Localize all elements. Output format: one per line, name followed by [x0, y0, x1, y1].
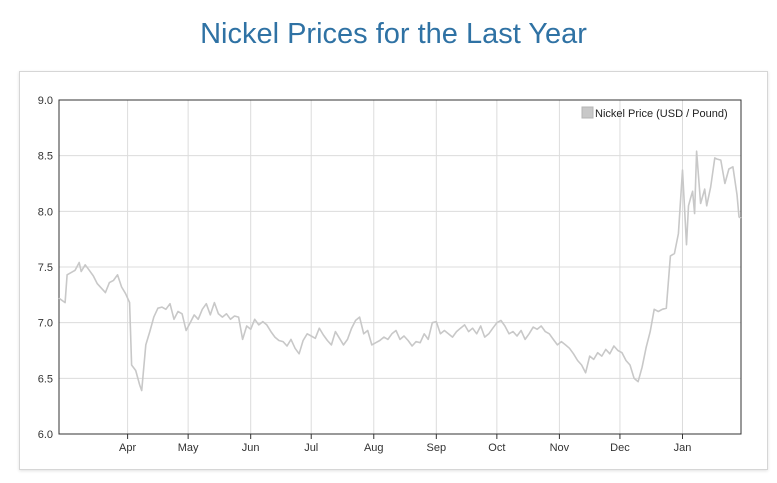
x-tick-label: Jun [242, 442, 260, 454]
legend: Nickel Price (USD / Pound) [581, 106, 728, 120]
plot-frame [58, 99, 742, 435]
y-tick-label: 7.0 [38, 318, 53, 330]
series-line [58, 150, 742, 392]
y-tick-label: 6.0 [38, 429, 53, 441]
y-tick-label: 6.5 [38, 373, 53, 385]
x-tick-label: Jan [674, 442, 692, 454]
x-tick-label: Oct [488, 442, 505, 454]
page-title: Nickel Prices for the Last Year [200, 18, 587, 50]
series-layer [58, 150, 742, 392]
legend-label: Nickel Price (USD / Pound) [595, 108, 728, 120]
x-tick-label: Aug [364, 442, 384, 454]
y-tick-label: 7.5 [38, 262, 53, 274]
x-tick-label: Sep [427, 442, 447, 454]
chart-card: 6.0 6.5 7.0 7.5 8.0 8.5 9.0 Apr May Jun Jul Aug Sep O… [19, 71, 768, 470]
x-tick-label: Dec [610, 442, 630, 454]
axis-layer: 6.0 6.5 7.0 7.5 8.0 8.5 9.0 Apr May Jun Jul Aug Sep O… [38, 95, 742, 454]
y-tick-label: 8.5 [38, 151, 53, 163]
x-tick-label: Jul [304, 442, 318, 454]
y-tick-label: 9.0 [38, 95, 53, 107]
nickel-price-line-chart: 6.0 6.5 7.0 7.5 8.0 8.5 9.0 Apr May Jun Jul Aug Sep O… [38, 95, 742, 454]
x-tick-label: Apr [119, 442, 136, 454]
x-tick-label: Nov [550, 442, 570, 454]
y-tick-label: 8.0 [38, 206, 53, 218]
legend-swatch [581, 106, 594, 119]
x-tick-label: May [178, 442, 199, 454]
grid-layer [59, 99, 741, 435]
